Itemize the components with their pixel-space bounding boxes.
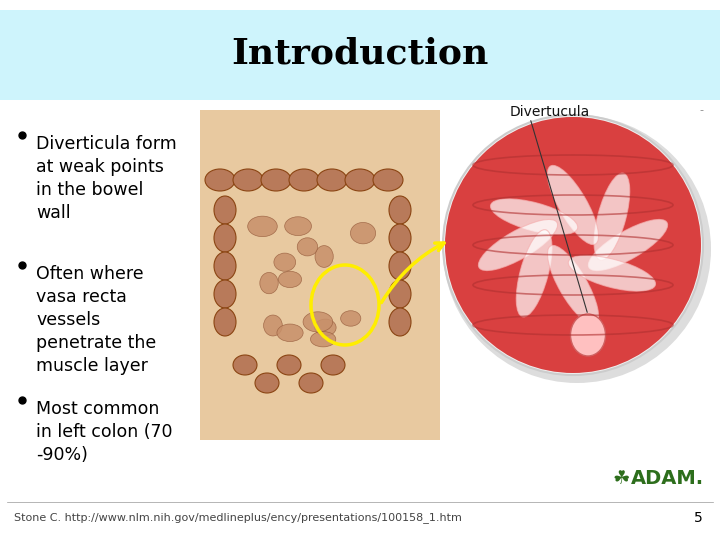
Ellipse shape <box>279 271 302 288</box>
Text: Diverticula form
at weak points
in the bowel
wall: Diverticula form at weak points in the b… <box>36 135 176 222</box>
Ellipse shape <box>277 324 303 342</box>
Ellipse shape <box>310 332 336 347</box>
Ellipse shape <box>264 315 282 336</box>
Ellipse shape <box>389 196 411 224</box>
Ellipse shape <box>214 252 236 280</box>
Ellipse shape <box>570 314 606 356</box>
Ellipse shape <box>588 219 667 271</box>
Ellipse shape <box>299 373 323 393</box>
Ellipse shape <box>389 280 411 308</box>
Ellipse shape <box>289 169 319 191</box>
Ellipse shape <box>490 199 577 234</box>
Ellipse shape <box>341 310 361 326</box>
Ellipse shape <box>389 308 411 336</box>
Ellipse shape <box>214 196 236 224</box>
Ellipse shape <box>568 255 655 291</box>
Ellipse shape <box>389 224 411 252</box>
Ellipse shape <box>214 224 236 252</box>
Ellipse shape <box>516 230 552 317</box>
Ellipse shape <box>351 222 376 244</box>
Circle shape <box>443 115 703 375</box>
Text: Stone C. http://www.nlm.nih.gov/medlineplus/ency/presentations/100158_1.htm: Stone C. http://www.nlm.nih.gov/medlinep… <box>14 512 462 523</box>
Ellipse shape <box>389 252 411 280</box>
Ellipse shape <box>345 169 375 191</box>
Circle shape <box>445 117 701 373</box>
Text: ☘: ☘ <box>613 469 631 488</box>
Ellipse shape <box>205 169 235 191</box>
Ellipse shape <box>303 312 333 332</box>
Ellipse shape <box>547 245 598 325</box>
Ellipse shape <box>255 373 279 393</box>
Ellipse shape <box>315 246 333 267</box>
Text: Introduction: Introduction <box>231 36 489 70</box>
Ellipse shape <box>317 169 347 191</box>
Ellipse shape <box>277 355 301 375</box>
Ellipse shape <box>547 165 598 245</box>
Text: -: - <box>699 105 703 115</box>
Ellipse shape <box>478 219 557 271</box>
Ellipse shape <box>248 216 277 237</box>
Ellipse shape <box>214 280 236 308</box>
Ellipse shape <box>284 217 312 235</box>
FancyBboxPatch shape <box>0 10 720 100</box>
Ellipse shape <box>233 169 263 191</box>
Text: 5: 5 <box>694 511 703 525</box>
Ellipse shape <box>260 273 278 294</box>
Ellipse shape <box>297 238 318 256</box>
Ellipse shape <box>214 308 236 336</box>
Text: Divertucula: Divertucula <box>510 105 590 119</box>
FancyBboxPatch shape <box>200 110 440 440</box>
Ellipse shape <box>373 169 403 191</box>
Ellipse shape <box>321 355 345 375</box>
Ellipse shape <box>274 253 296 271</box>
Text: Most common
in left colon (70
-90%): Most common in left colon (70 -90%) <box>36 400 173 464</box>
Ellipse shape <box>233 355 257 375</box>
Ellipse shape <box>261 169 291 191</box>
Ellipse shape <box>594 173 630 260</box>
Circle shape <box>443 115 711 383</box>
Ellipse shape <box>315 319 336 336</box>
Text: ADAM.: ADAM. <box>631 469 704 488</box>
Text: Often where
vasa recta
vessels
penetrate the
muscle layer: Often where vasa recta vessels penetrate… <box>36 265 156 375</box>
